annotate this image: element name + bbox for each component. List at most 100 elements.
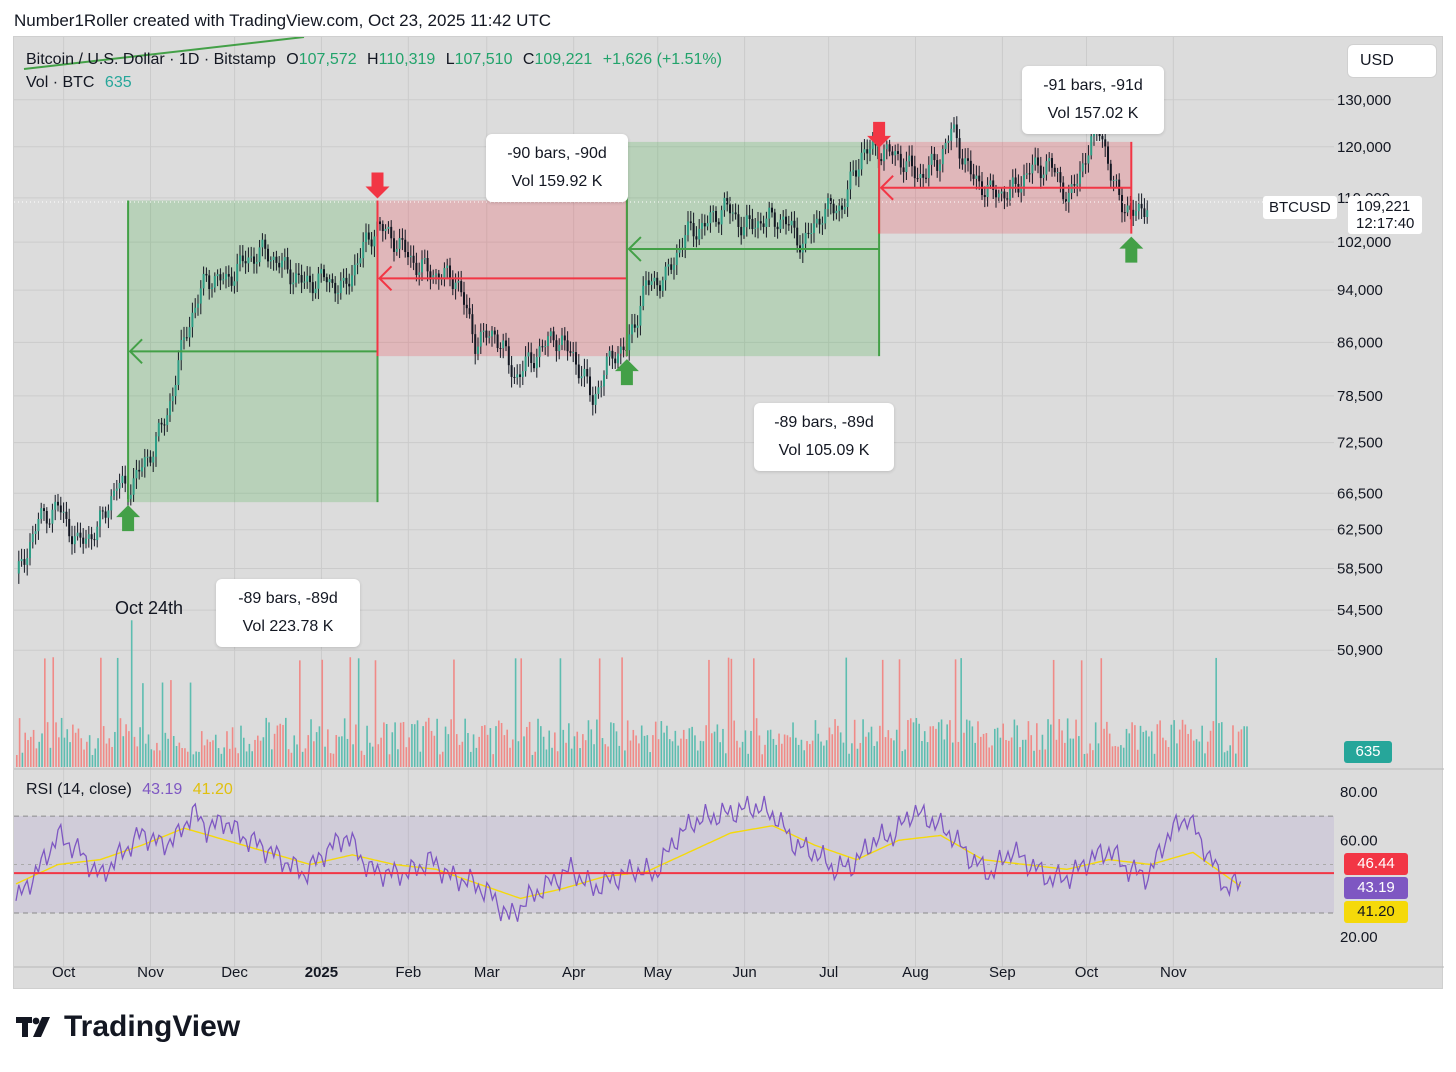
- candle-body: [605, 356, 608, 375]
- volume-bar: [178, 742, 181, 767]
- volume-bar: [1246, 726, 1248, 767]
- currency-button[interactable]: USD: [1347, 44, 1437, 78]
- volume-bar: [125, 724, 127, 767]
- volume-bar: [357, 658, 360, 767]
- price-tick-label: 66,500: [1337, 485, 1383, 502]
- candle-body: [628, 334, 631, 351]
- volume-value: 635: [104, 74, 132, 91]
- volume-bar: [46, 722, 49, 767]
- range-annotation[interactable]: -90 bars, -90d Vol 159.92 K: [486, 134, 628, 202]
- candle-body: [709, 212, 712, 224]
- candle-body: [306, 275, 309, 282]
- volume-label[interactable]: Vol · BTC: [26, 74, 95, 91]
- volume-bar: [158, 750, 161, 767]
- candle-body: [566, 340, 569, 352]
- volume-bar: [469, 751, 472, 767]
- volume-bar: [971, 726, 974, 767]
- candle-body: [513, 376, 516, 378]
- candle-body: [633, 324, 636, 328]
- candle-body: [717, 221, 720, 225]
- volume-bar: [363, 754, 366, 767]
- volume-bar: [411, 724, 413, 767]
- volume-bar: [209, 741, 211, 767]
- price-tick-label: 78,500: [1337, 388, 1383, 405]
- symbol-title[interactable]: Bitcoin / U.S. Dollar · 1D · Bitstamp: [26, 51, 276, 68]
- volume-bar: [388, 754, 391, 767]
- volume-bar: [520, 658, 523, 767]
- volume-bar: [1148, 736, 1150, 767]
- volume-bar: [640, 725, 643, 767]
- volume-bar: [811, 740, 814, 767]
- candle-body: [992, 180, 995, 190]
- candle-body: [1081, 163, 1084, 172]
- volume-bar: [1212, 721, 1215, 767]
- volume-bar: [114, 731, 116, 767]
- candle-body: [37, 519, 40, 532]
- rsi-label[interactable]: RSI (14, close): [26, 781, 132, 798]
- candle-body: [197, 303, 200, 308]
- tradingview-logo[interactable]: TradingView: [16, 1010, 240, 1044]
- candle-body: [561, 335, 564, 345]
- candle-body: [23, 559, 26, 565]
- volume-bar: [455, 734, 458, 767]
- candle-body: [104, 511, 107, 518]
- candle-body: [832, 203, 835, 214]
- volume-bar: [52, 657, 55, 767]
- candle-body: [222, 279, 225, 281]
- chart-canvas[interactable]: 130,000120,000110,000102,00094,00086,000…: [14, 37, 1444, 990]
- volume-bar: [116, 657, 119, 767]
- range-annotation[interactable]: -89 bars, -89d Vol 105.09 K: [754, 403, 894, 471]
- candle-body: [692, 223, 695, 237]
- candle-body: [776, 226, 779, 230]
- volume-bar: [977, 721, 979, 767]
- candle-body: [1056, 172, 1059, 174]
- range-annotation[interactable]: -89 bars, -89d Vol 223.78 K: [216, 579, 360, 647]
- volume-bar: [248, 743, 251, 767]
- candle-body: [541, 346, 544, 348]
- candle-body: [143, 457, 146, 468]
- volume-bar: [195, 751, 197, 767]
- candle-body: [255, 262, 258, 264]
- candle-body: [631, 324, 634, 335]
- volume-bar: [758, 735, 761, 767]
- volume-bar: [91, 754, 94, 767]
- volume-bar: [752, 658, 755, 767]
- low-label: L: [445, 51, 455, 68]
- volume-bar: [1120, 745, 1122, 767]
- open-value: 107,572: [298, 51, 357, 68]
- volume-bar: [60, 717, 63, 767]
- volume-bar: [523, 736, 525, 767]
- volume-bar: [769, 729, 772, 767]
- volume-bar: [702, 741, 705, 767]
- volume-bar: [366, 725, 368, 767]
- volume-bar: [203, 745, 206, 767]
- candle-body: [594, 393, 597, 405]
- volume-bar: [1223, 752, 1226, 767]
- volume-bar: [66, 729, 69, 767]
- candle-body: [675, 252, 678, 266]
- volume-bar: [968, 720, 971, 767]
- volume-bar: [1094, 722, 1097, 767]
- range-annotation[interactable]: -91 bars, -91d Vol 157.02 K: [1022, 66, 1164, 134]
- candle-body: [463, 292, 466, 305]
- volume-bar: [251, 751, 253, 767]
- volume-bar: [957, 741, 960, 767]
- volume-bar: [912, 722, 915, 767]
- candle-body: [1109, 163, 1112, 181]
- volume-bar: [1108, 733, 1111, 767]
- volume-bar: [663, 732, 665, 767]
- candle-body: [401, 238, 404, 240]
- volume-bar: [999, 737, 1002, 767]
- volume-bar: [228, 748, 231, 767]
- volume-bar: [926, 742, 929, 767]
- candle-body: [922, 173, 925, 178]
- volume-bar: [898, 659, 901, 767]
- candle-body: [687, 221, 690, 236]
- candle-body: [706, 223, 709, 227]
- volume-bar: [16, 755, 18, 767]
- volume-bar: [895, 729, 898, 767]
- candle-body: [471, 314, 474, 335]
- candle-body: [261, 239, 264, 248]
- candle-body: [264, 239, 267, 249]
- candle-body: [395, 248, 398, 252]
